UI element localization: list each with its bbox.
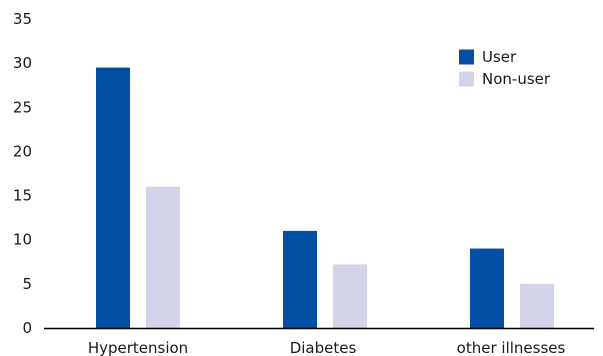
y-axis-ticks: 0 5 10 15 20 25 30 35 [13,10,32,337]
y-tick-label-10: 10 [13,231,32,249]
legend-swatch-non-user [459,71,474,87]
category-labels: Hypertension Diabetes other illnesses [88,339,566,356]
bar-user-hypertension [96,67,130,329]
bars [96,67,554,329]
legend-label-user: User [482,48,517,66]
y-tick-label-5: 5 [22,275,32,293]
y-tick-label-30: 30 [13,54,32,72]
y-tick-label-20: 20 [13,142,32,160]
y-tick-label-35: 35 [13,10,32,28]
y-tick-label-15: 15 [13,187,32,205]
y-tick-label-25: 25 [13,98,32,116]
category-label-hypertension: Hypertension [88,339,188,356]
bar-non-user-other-illnesses [520,283,554,328]
legend: User Non-user [459,48,551,88]
bar-user-diabetes [283,230,317,328]
legend-label-non-user: Non-user [482,70,551,88]
bar-user-other-illnesses [470,248,504,328]
y-tick-label-0: 0 [22,319,32,337]
legend-swatch-user [459,49,474,65]
bar-non-user-diabetes [333,264,367,328]
bar-non-user-hypertension [146,186,180,328]
category-label-diabetes: Diabetes [290,339,357,356]
category-label-other-illnesses: other illnesses [457,339,566,356]
